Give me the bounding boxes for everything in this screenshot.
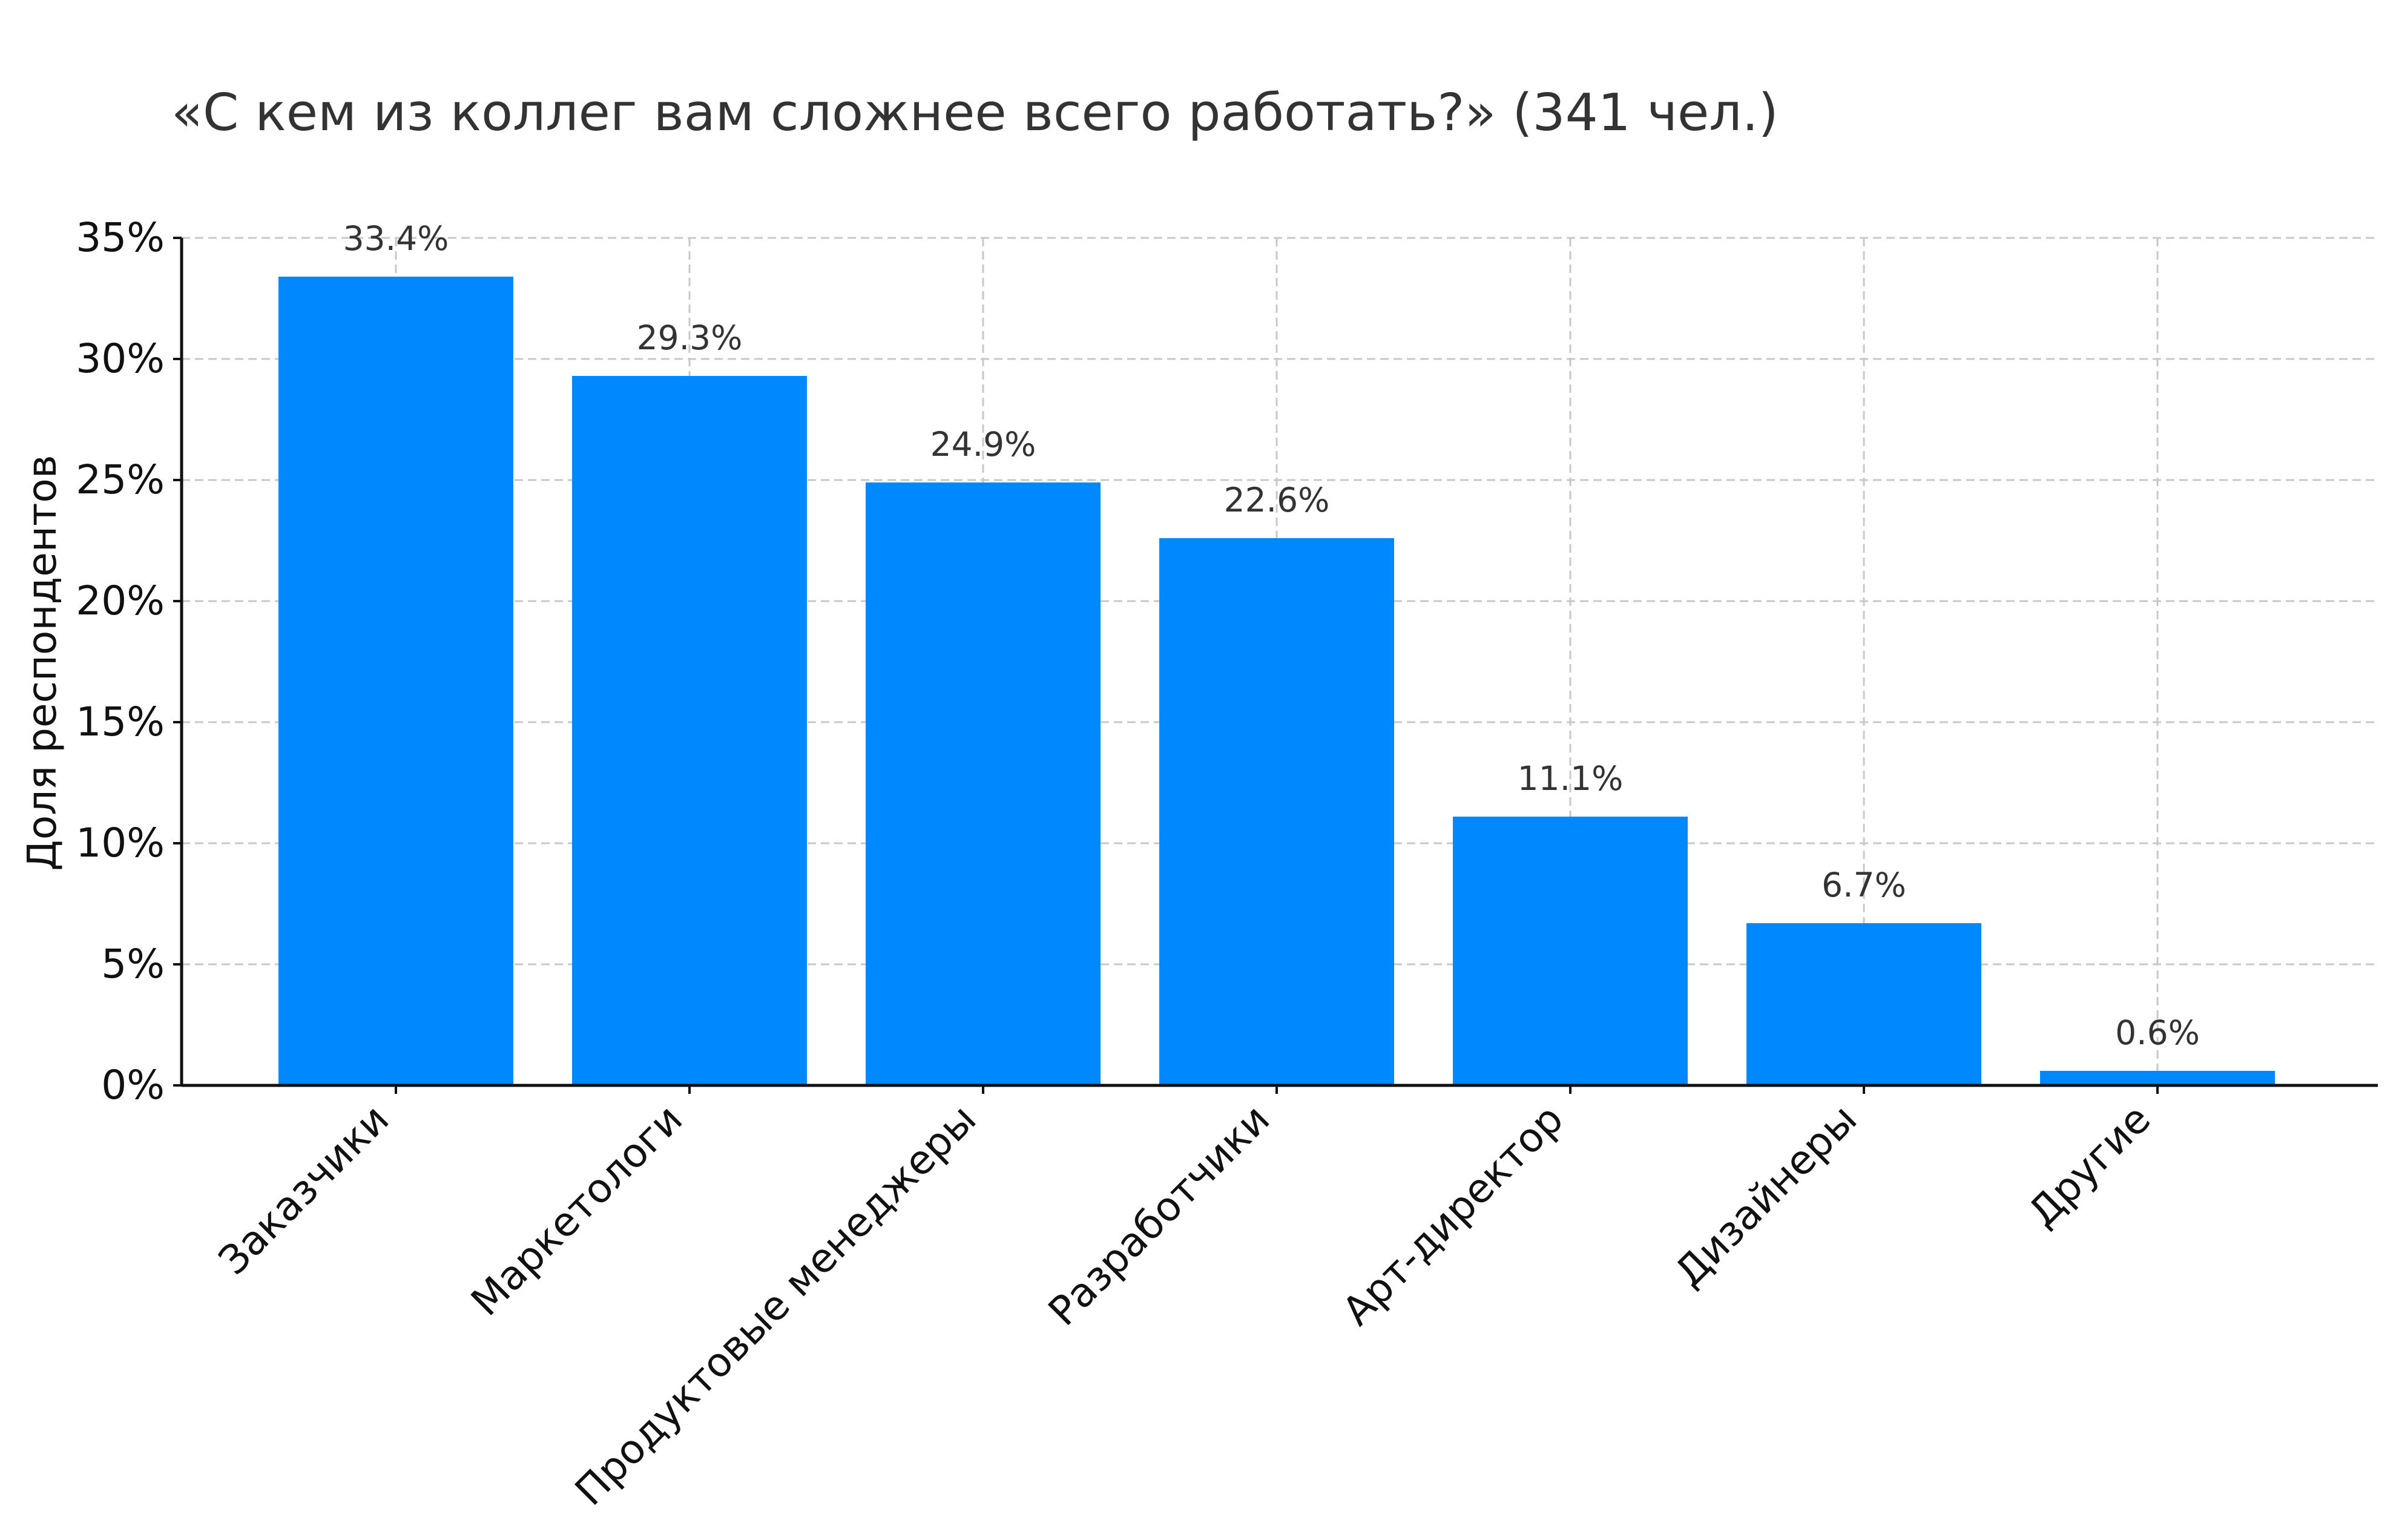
y-tick-label: 25%: [76, 456, 165, 503]
y-tick-label: 20%: [76, 578, 165, 624]
y-tick-label: 10%: [76, 820, 165, 866]
bar-value-label: 0.6%: [2115, 1013, 2200, 1052]
y-tick-label: 35%: [76, 214, 165, 261]
x-category-label: Заказчики: [209, 1096, 398, 1284]
bar-value-label: 11.1%: [1518, 759, 1624, 798]
value-labels: 33.4% 29.3% 24.9% 22.6% 11.1% 6.7% 0.6%: [343, 219, 2200, 1052]
bar-value-label: 29.3%: [637, 318, 743, 357]
y-axis-ticks: 0% 5% 10% 15% 20% 25% 30% 35%: [76, 214, 182, 1108]
y-tick-label: 5%: [101, 941, 165, 987]
bar: [278, 277, 513, 1085]
y-tick-label: 15%: [76, 699, 165, 745]
bar: [866, 482, 1101, 1085]
x-category-label: Маркетологи: [462, 1096, 692, 1325]
y-tick-label: 30%: [76, 335, 165, 382]
x-category-label: Дизайнеры: [1666, 1096, 1866, 1296]
x-category-label: Арт-директор: [1334, 1096, 1573, 1335]
bar-value-label: 24.9%: [930, 425, 1036, 464]
chart-title: «С кем из коллег вам сложнее всего работ…: [171, 83, 1779, 143]
bar: [1746, 923, 1981, 1085]
bar-value-label: 22.6%: [1224, 481, 1330, 519]
axes: [180, 238, 2378, 1087]
bars: [278, 277, 2275, 1085]
bar-value-label: 33.4%: [343, 219, 449, 258]
y-tick-label: 0%: [101, 1062, 165, 1108]
x-category-label: Другие: [2019, 1096, 2160, 1236]
y-axis-label: Доля респондентов: [19, 455, 65, 870]
bar: [572, 376, 807, 1085]
bar: [2040, 1071, 2275, 1085]
bar-value-label: 6.7%: [1822, 866, 1906, 904]
x-category-label: Разработчики: [1039, 1096, 1279, 1335]
bar: [1453, 817, 1688, 1085]
bar: [1159, 538, 1394, 1085]
